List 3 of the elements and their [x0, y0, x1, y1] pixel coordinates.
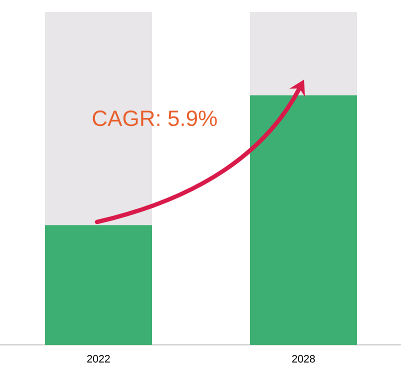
annotation: CAGR: 5.9%	[92, 110, 217, 126]
x-tick-label: 2028	[292, 355, 315, 363]
x-tick-label: 2022	[87, 355, 110, 363]
